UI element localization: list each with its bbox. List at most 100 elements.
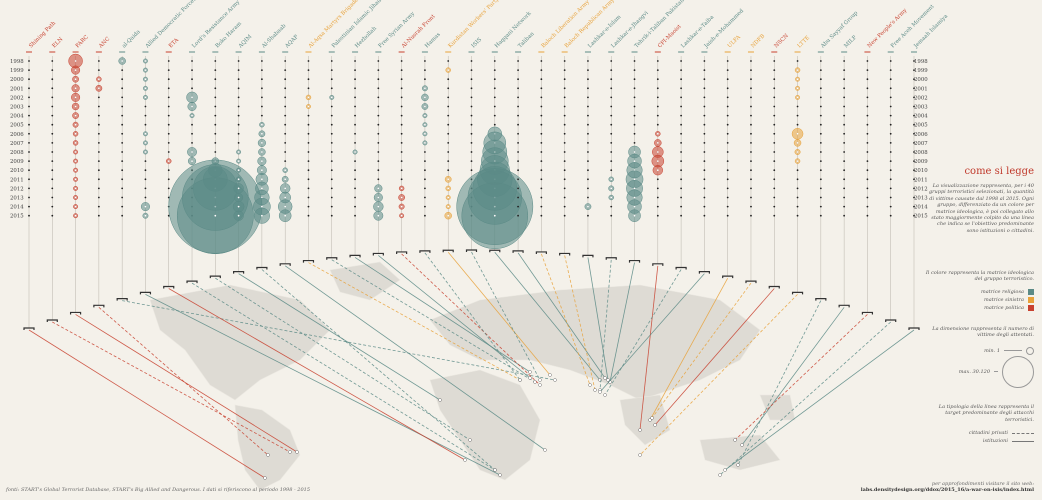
- year-dot: [28, 123, 30, 126]
- column-bracket: [652, 263, 664, 266]
- year-dot: [330, 178, 333, 181]
- year-dot: [121, 160, 124, 163]
- year-dot: [703, 196, 706, 199]
- connector-line: [284, 265, 546, 451]
- year-dot: [307, 214, 310, 217]
- target-point: [528, 376, 532, 380]
- how-to-read-intro: La visualizzazione rappresenta, per i 40…: [928, 183, 1034, 234]
- year-dot: [28, 96, 30, 99]
- year-dot: [843, 187, 846, 190]
- year-dot: [587, 142, 589, 144]
- year-dot: [400, 123, 403, 126]
- bubble-center: [656, 132, 659, 135]
- bubble-center: [260, 160, 263, 163]
- column-bracket: [465, 249, 478, 252]
- year-dot: [121, 114, 124, 117]
- year-dot: [517, 114, 519, 117]
- year-dot: [750, 114, 752, 117]
- year-dot: [51, 187, 54, 190]
- legend-sinistra-swatch: [1028, 296, 1034, 303]
- year-dot: [610, 87, 613, 90]
- year-dot: [424, 205, 426, 208]
- year-dot: [866, 96, 869, 99]
- bubble-center: [330, 96, 333, 99]
- bubble-center: [74, 142, 77, 144]
- year-dot: [866, 132, 869, 135]
- website-prefix: per approfondimenti visitare il sito web…: [931, 481, 1034, 487]
- year-dot: [633, 123, 636, 126]
- year-dot: [540, 151, 543, 153]
- year-dot: [400, 178, 403, 181]
- group-label: Hamas: [424, 32, 442, 50]
- year-dot: [819, 132, 822, 135]
- column-bracket: [815, 298, 827, 301]
- year-dot: [656, 178, 659, 181]
- group-label: ANC: [97, 36, 111, 50]
- year-dot: [866, 105, 869, 108]
- year-dot: [167, 169, 170, 172]
- year-dot: [843, 69, 846, 71]
- year-dot: [843, 96, 846, 99]
- target-point: [538, 378, 542, 382]
- bubble-center: [260, 151, 263, 153]
- year-dot: [284, 114, 287, 117]
- year-label-right: 2013: [914, 196, 928, 202]
- bubble-center: [260, 132, 263, 135]
- bubble-center: [354, 151, 356, 153]
- year-dot: [28, 142, 30, 144]
- year-dot: [493, 78, 496, 81]
- year-dot: [51, 151, 54, 153]
- year-label-left: 2001: [10, 86, 24, 92]
- year-dot: [866, 151, 869, 153]
- website-url[interactable]: labs.densitydesign.org/ddox/2015_16/a-wa…: [860, 487, 1034, 493]
- year-dot: [284, 123, 287, 126]
- bubble-center: [97, 87, 100, 90]
- year-dot: [796, 178, 799, 181]
- year-dot: [819, 160, 822, 163]
- year-dot: [889, 151, 892, 153]
- year-dot: [97, 132, 100, 135]
- year-dot: [97, 69, 100, 71]
- year-dot: [447, 169, 450, 172]
- year-dot: [377, 178, 380, 181]
- year-dot: [773, 132, 776, 135]
- year-dot: [167, 123, 170, 126]
- column-bracket: [279, 263, 291, 266]
- year-dot: [913, 114, 915, 117]
- year-dot: [214, 60, 217, 62]
- target-point: [538, 383, 542, 387]
- year-label-left: 2005: [10, 123, 24, 129]
- bubble-center: [796, 96, 799, 99]
- year-dot: [726, 78, 729, 81]
- year-dot: [307, 87, 310, 90]
- year-dot: [121, 178, 124, 181]
- bubble-center: [144, 205, 147, 208]
- target-point: [463, 458, 467, 462]
- year-dot: [97, 169, 100, 172]
- bubble-center: [424, 96, 426, 99]
- year-dot: [28, 114, 30, 117]
- column-bracket: [349, 254, 361, 258]
- year-dot: [913, 160, 915, 163]
- year-dot: [517, 169, 519, 172]
- year-dot: [330, 187, 333, 190]
- year-dot: [819, 78, 822, 81]
- year-dot: [773, 96, 776, 99]
- year-dot: [726, 196, 729, 199]
- year-dot: [424, 78, 426, 81]
- bubble-center: [74, 178, 77, 181]
- legend-cittadini-line: [1012, 432, 1034, 434]
- year-dot: [726, 60, 729, 62]
- column-bracket: [861, 311, 874, 315]
- bubble-center: [284, 196, 287, 199]
- year-dot: [121, 142, 124, 144]
- year-dot: [447, 114, 450, 117]
- connector-line: [52, 321, 291, 453]
- connector-line: [599, 273, 705, 393]
- year-dot: [237, 78, 240, 81]
- year-dot: [819, 151, 822, 153]
- year-dot: [913, 60, 915, 62]
- year-label-left: 1999: [10, 68, 24, 74]
- year-dot: [493, 123, 496, 126]
- year-dot: [470, 78, 473, 81]
